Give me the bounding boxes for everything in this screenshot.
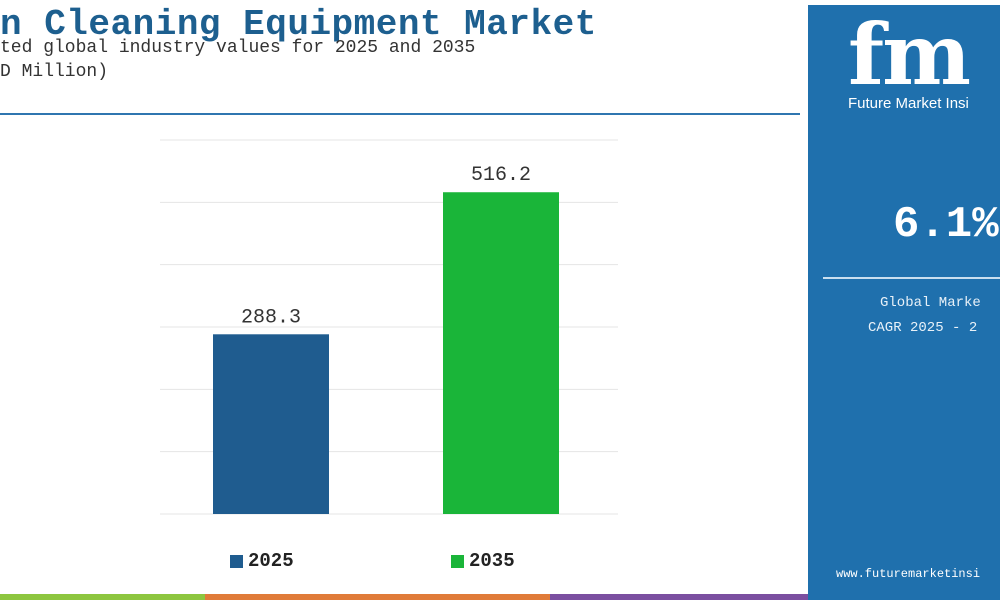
chart-bars xyxy=(213,192,559,514)
legend-item-2025: 2025 xyxy=(230,550,294,572)
bar-2035 xyxy=(443,192,559,514)
chart-subtitle: ted global industry values for 2025 and … xyxy=(0,38,476,58)
strip-segment xyxy=(550,594,808,600)
header-divider xyxy=(0,113,800,115)
strip-segment xyxy=(205,594,550,600)
bottom-color-strip xyxy=(0,594,808,600)
cagr-side-panel: fm Future Market Insi 6.1% Global Marke … xyxy=(808,5,1000,600)
cagr-value: 6.1% xyxy=(893,200,999,250)
website-link[interactable]: www.futuremarketinsi xyxy=(836,567,981,581)
strip-segment xyxy=(0,594,205,600)
legend-item-2035: 2035 xyxy=(451,550,515,572)
bar-value-label-2035: 516.2 xyxy=(471,164,531,187)
fmi-logo: fm xyxy=(848,5,971,104)
bar-2025 xyxy=(213,334,329,514)
bar-chart: 288.3 516.2 xyxy=(160,139,618,515)
legend-label-2025: 2025 xyxy=(248,550,294,572)
cagr-label-line2: CAGR 2025 - 2 xyxy=(868,320,978,336)
brand-name: Future Market Insi xyxy=(848,95,969,112)
legend-swatch-2035 xyxy=(451,554,464,568)
cagr-label-line1: Global Marke xyxy=(880,295,981,311)
legend-swatch-2025 xyxy=(230,554,243,568)
chart-unit-label: D Million) xyxy=(0,62,109,82)
chart-value-labels: 288.3 516.2 xyxy=(241,164,531,329)
legend-label-2035: 2035 xyxy=(469,550,515,572)
panel-divider xyxy=(823,277,1000,279)
bar-value-label-2025: 288.3 xyxy=(241,306,301,329)
chart-title: n Cleaning Equipment Market xyxy=(0,4,597,45)
